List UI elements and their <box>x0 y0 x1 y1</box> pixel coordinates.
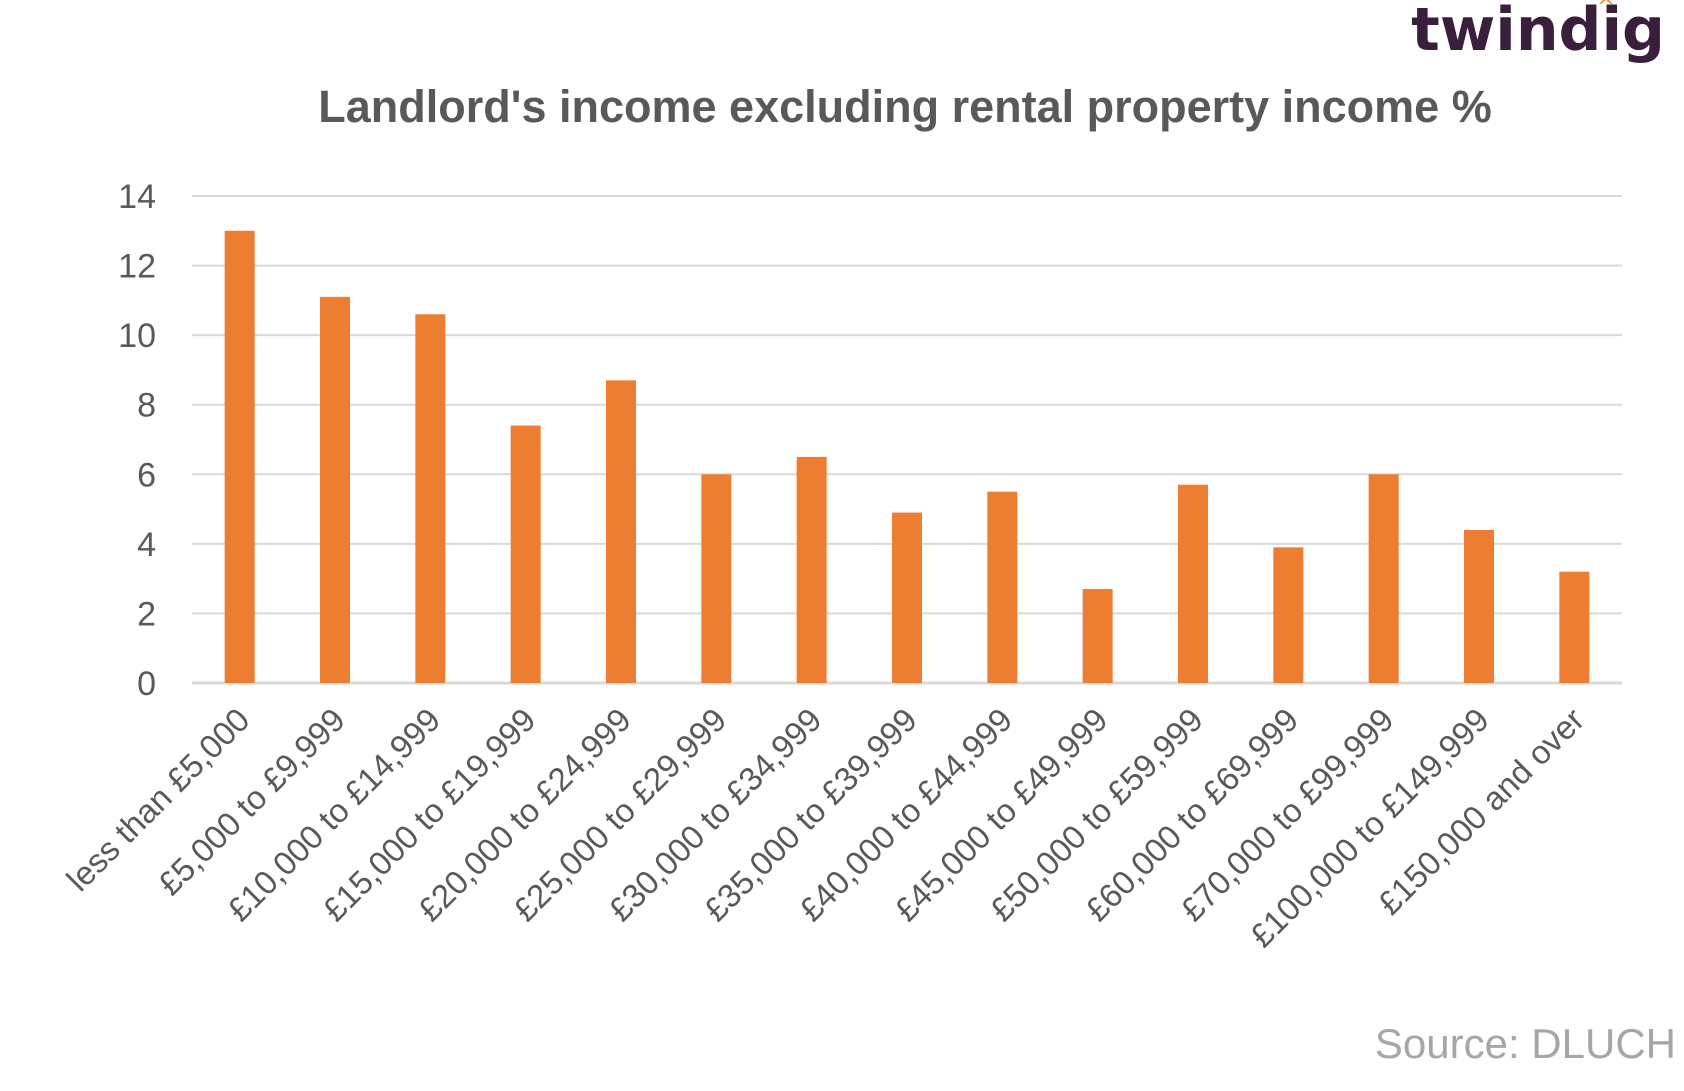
bar <box>224 230 255 684</box>
bar <box>510 425 541 683</box>
bars <box>224 230 1590 684</box>
bar <box>1178 484 1208 683</box>
bar <box>606 380 636 683</box>
bar <box>415 314 446 683</box>
bar <box>701 474 732 683</box>
brand-name: twindig <box>1411 0 1665 65</box>
source-label: Source: DLUCH <box>1375 1020 1676 1067</box>
y-tick-label: 0 <box>137 665 156 703</box>
bar <box>1559 571 1590 683</box>
bar <box>1273 547 1304 683</box>
bar <box>1368 474 1399 683</box>
chart-title: Landlord's income excluding rental prope… <box>318 81 1491 132</box>
y-axis-tick-labels: 0 2 4 6 8 10 12 14 <box>118 178 156 703</box>
y-tick-label: 12 <box>118 248 156 286</box>
bar <box>987 491 1018 683</box>
y-tick-label: 4 <box>137 526 156 564</box>
y-tick-label: 14 <box>118 178 156 216</box>
x-axis-tick-labels: less than £5,000£5,000 to £9,999£10,000 … <box>59 701 1591 954</box>
y-tick-label: 6 <box>137 456 156 494</box>
y-tick-label: 2 <box>137 595 156 633</box>
y-tick-label: 8 <box>137 387 156 425</box>
bar <box>1464 529 1494 683</box>
bar <box>796 456 827 683</box>
brand-logo: twindig ^ <box>1411 0 1665 65</box>
bar <box>1082 589 1113 683</box>
y-tick-label: 10 <box>118 317 156 355</box>
bar <box>892 512 922 683</box>
brand-accent-mark: ^ <box>1597 0 1615 20</box>
bar <box>320 296 350 683</box>
